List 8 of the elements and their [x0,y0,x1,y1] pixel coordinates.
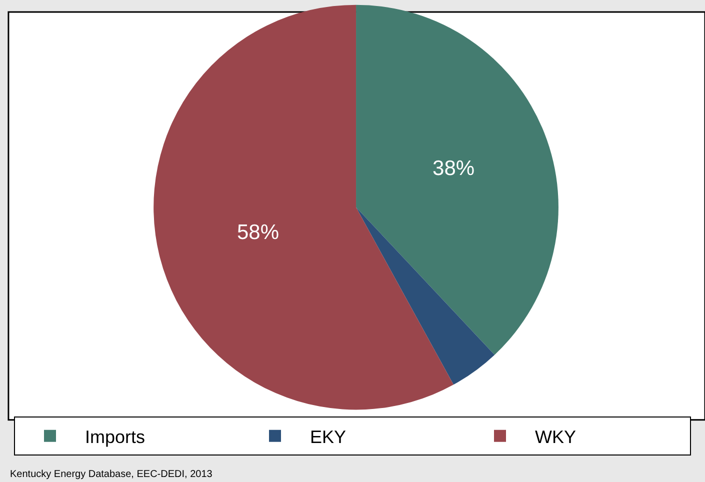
legend-label: Imports [85,426,146,447]
data-label: 38% [432,157,475,180]
data-label: 58% [236,220,279,244]
pie-slice [356,207,495,385]
legend-label: EKY [310,426,346,447]
pie-slice [356,4,558,355]
text: Kentucky Energy Database, EEC-DEDI, 2013 [10,469,213,480]
legend-label: WKY [535,426,576,447]
